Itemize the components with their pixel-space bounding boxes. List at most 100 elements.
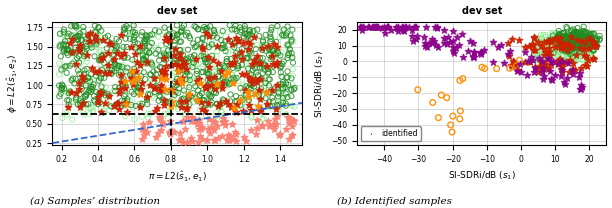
Point: [136, 87, 146, 90]
Point: [84, 89, 94, 92]
Point: [572, 55, 581, 59]
Point: [261, 90, 271, 94]
Point: [230, 78, 239, 81]
Point: [137, 115, 147, 118]
Point: [528, 43, 537, 46]
Point: [588, 32, 598, 36]
Point: [562, 32, 572, 35]
Point: [131, 33, 141, 37]
Point: [179, 97, 188, 100]
Point: [251, 47, 261, 51]
Point: [560, 44, 570, 47]
Point: [75, 32, 85, 35]
Point: [548, 59, 558, 62]
Point: [108, 47, 118, 50]
Point: [557, 48, 567, 52]
Point: [205, 25, 215, 28]
Point: [393, 30, 403, 33]
Point: [584, 44, 594, 48]
Point: [570, 39, 580, 42]
Point: [537, 66, 547, 69]
Point: [62, 48, 72, 52]
Point: [455, 117, 465, 121]
Point: [244, 107, 253, 111]
Point: [174, 103, 184, 106]
Point: [254, 94, 264, 97]
Point: [257, 125, 267, 128]
Point: [197, 125, 207, 129]
Point: [567, 40, 577, 44]
Point: [83, 102, 93, 106]
Point: [201, 84, 211, 88]
Point: [534, 43, 543, 46]
Point: [76, 45, 86, 48]
Point: [135, 63, 145, 67]
Point: [367, 25, 377, 28]
Point: [142, 98, 152, 102]
Point: [170, 93, 179, 97]
Point: [87, 46, 97, 49]
Point: [581, 31, 591, 34]
Point: [267, 48, 277, 52]
Point: [273, 104, 283, 108]
Point: [455, 79, 465, 82]
Point: [507, 64, 517, 67]
Point: [58, 116, 67, 120]
Point: [271, 52, 281, 56]
Point: [59, 66, 69, 69]
Point: [569, 37, 579, 40]
Point: [547, 43, 556, 47]
Point: [547, 40, 556, 43]
Point: [188, 92, 198, 95]
Point: [571, 30, 581, 34]
Point: [556, 44, 566, 47]
Point: [248, 69, 258, 72]
Point: [253, 74, 263, 77]
Point: [107, 42, 117, 45]
Point: [532, 49, 542, 52]
Point: [274, 92, 283, 95]
Point: [196, 114, 206, 118]
Point: [563, 43, 573, 47]
Point: [163, 112, 173, 115]
Point: [171, 90, 181, 94]
Point: [159, 72, 169, 76]
Point: [443, 35, 453, 38]
Point: [62, 90, 72, 94]
Point: [137, 102, 147, 105]
Point: [556, 55, 566, 59]
Point: [571, 38, 581, 42]
Point: [556, 37, 565, 40]
Point: [568, 48, 578, 51]
Point: [578, 38, 588, 41]
Point: [81, 38, 91, 41]
Point: [575, 45, 585, 48]
Point: [568, 47, 578, 51]
Point: [577, 37, 586, 40]
Point: [99, 76, 109, 79]
Point: [551, 32, 561, 35]
Point: [220, 123, 230, 127]
Point: [275, 83, 285, 86]
Point: [267, 96, 277, 99]
Point: [152, 79, 162, 82]
Point: [154, 94, 164, 97]
Point: [178, 53, 188, 57]
Point: [81, 41, 91, 44]
Point: [83, 47, 93, 51]
Point: [264, 70, 274, 74]
Point: [569, 39, 579, 42]
Point: [202, 60, 212, 64]
Point: [149, 33, 159, 37]
Point: [567, 41, 577, 44]
Point: [209, 75, 219, 78]
Point: [116, 55, 125, 58]
Point: [127, 69, 137, 73]
Point: [586, 42, 596, 46]
Point: [580, 37, 589, 41]
Point: [133, 91, 143, 94]
Point: [564, 51, 574, 54]
Point: [564, 36, 574, 39]
Point: [67, 51, 77, 54]
Point: [565, 50, 575, 53]
